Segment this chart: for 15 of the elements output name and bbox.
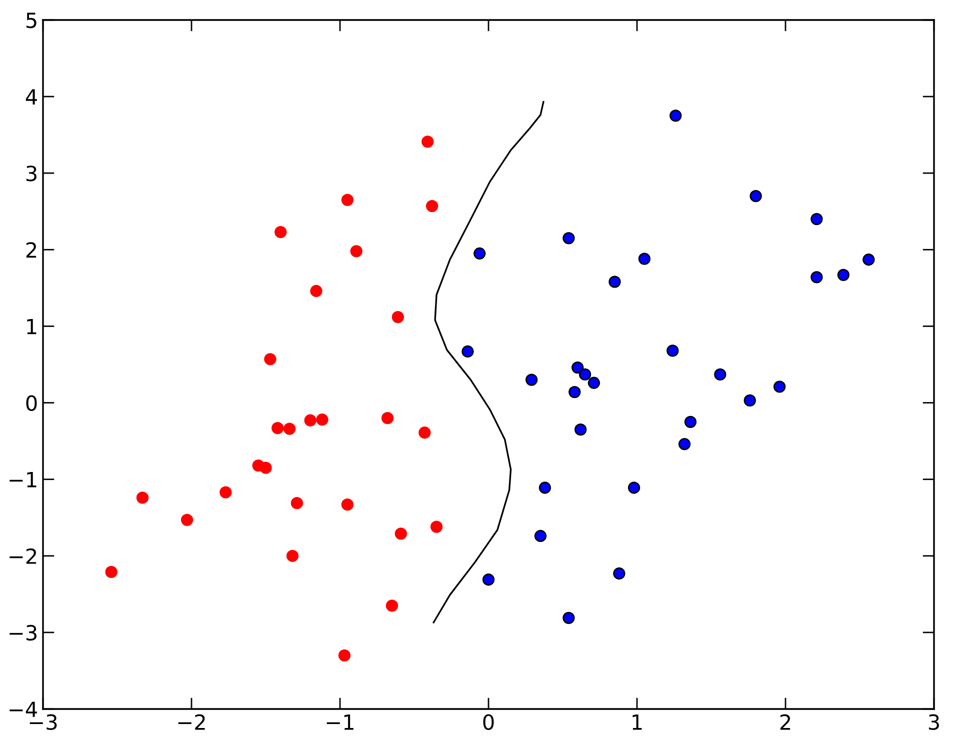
y-tick-label: 3 bbox=[26, 166, 36, 182]
y-tick-label: −2 bbox=[10, 548, 36, 564]
y-tick-label: 5 bbox=[26, 12, 36, 28]
y-tick-label: −3 bbox=[10, 624, 36, 641]
x-tick-label: 0 bbox=[483, 714, 494, 730]
x-tick-label: 2 bbox=[780, 714, 790, 730]
y-tick-label: 4 bbox=[26, 89, 37, 104]
y-tick-label: 2 bbox=[26, 242, 36, 258]
x-tick-label: −1 bbox=[326, 714, 354, 730]
y-tick-label: 1 bbox=[27, 318, 36, 334]
y-tick-label: −1 bbox=[10, 472, 36, 488]
x-tick-label: 3 bbox=[928, 714, 939, 730]
x-tick-label: 1 bbox=[632, 714, 642, 730]
y-tick-label: 0 bbox=[26, 395, 37, 411]
x-tick-label: −2 bbox=[178, 714, 205, 730]
